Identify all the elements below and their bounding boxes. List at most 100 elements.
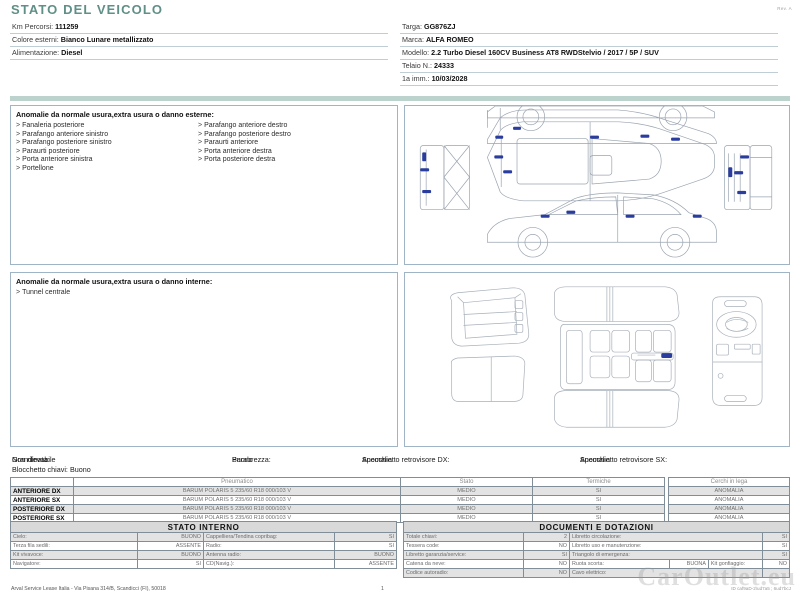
documenti-title: DOCUMENTI E DOTAZIONI [403,521,790,532]
field-value: BUONO [334,550,397,560]
field-value: SI [522,550,570,560]
field-value: ASSENTE [334,559,397,569]
field-label: Triangolo di emergenza: [568,550,763,560]
field-label: Codice autoradio: [403,568,524,578]
field-label: Catena da neve: [403,559,524,569]
fuel-row: Alimentazione: Diesel [10,47,388,60]
bullet-icon: > [198,147,203,155]
table-row: ANOMALIA [668,504,790,514]
parabrezza-value: Buono [232,455,253,464]
table-row: ANTERIORE DX BARUM POLARIS 5 235/60 R18 … [10,486,666,496]
tyre-state: MEDIO [399,495,533,505]
key-block-label: Blocchetto chiavi: [12,465,68,474]
list-item-label: Portellone [22,164,54,172]
list-item-label: Porta anteriore sinistra [22,156,93,164]
table-row: Totale chiavi: 2 Libretto circolazione: … [403,532,791,542]
list-item: > Parafango posteriore sinistro [16,139,198,148]
plate-row: Targa: GG876ZJ [400,21,778,34]
status-strip: Grandinata: Non rilevabile Parabrezza: B… [10,455,790,475]
first-registration-value: 10/03/2028 [431,74,468,83]
model-row: Modello: 2.2 Turbo Diesel 160CV Business… [400,47,778,60]
footer-company: Arval Service Lease Italia - Via Pisana … [11,586,166,592]
km-row: Km Percorsi: 111259 [10,21,388,34]
table-row: Kit vivavoce: BUONO Antenna radio: BUONO [9,550,397,560]
km-value: 111259 [55,22,79,31]
stato-interno-panel: STATO INTERNO Cielo: BUONO Cappelliera/T… [9,521,397,578]
list-item: > Porta anteriore destra [198,148,380,157]
mirror-right-label: Specchietto retrovisore DX: [362,455,450,464]
documenti-dotazioni-panel: DOCUMENTI E DOTAZIONI Totale chiavi: 2 L… [403,521,791,578]
table-row: Terza fila sedili: ASSENTE Radio: SI [9,541,397,551]
field-label: CD(Navig.): [202,559,336,569]
field-label: Totale chiavi: [403,532,524,542]
list-item: > Parafango posteriore destro [198,131,380,140]
bullet-icon: > [16,156,21,164]
color-row: Colore esterni: Bianco Lunare metallizza… [10,34,388,47]
field-value: SI [334,541,397,551]
stato-interno-table: Cielo: BUONO Cappelliera/Tendina copriba… [9,532,397,569]
mirror-right-value: Anomalia [362,455,392,464]
model-label: Modello: [402,48,430,57]
brand-row: Marca: ALFA ROMEO [400,34,778,47]
list-item: > Porta anteriore sinistra [16,156,198,165]
table-header-row: Pneumatico Stato Termiche [10,477,666,487]
external-damage-column-left: > Fanaleria posteriore > Parafango anterio… [16,122,198,174]
bullet-icon: > [16,122,21,129]
vehicle-exterior-diagram [404,105,790,265]
bullet-icon: > [198,122,203,129]
alloy-state: ANOMALIA [668,504,790,514]
km-label: Km Percorsi: [12,22,54,31]
list-item-label: Parafango anteriore destro [204,122,288,129]
field-label: Kit vivavoce: [9,550,139,560]
section-divider-bar [10,96,790,101]
alloy-state: ANOMALIA [668,486,790,496]
mirror-left-label: Specchietto retrovisore SX: [580,455,668,464]
field-label: Cappelliera/Tendina copribag: [202,532,336,542]
col-termiche: Termiche [531,477,666,487]
vehicle-header: Km Percorsi: 111259 Colore esterni: Bian… [10,21,790,86]
list-item: > Portellone [16,165,198,174]
field-value: BUONA [669,559,709,569]
tyre-position: POSTERIORE DX [10,504,74,514]
fuel-value: Diesel [61,48,83,57]
chassis-row: Telaio N.: 24333 [400,60,778,73]
table-row: Tessera code: NO Libretto uso e manutenz… [403,541,791,551]
field-label: Antenna radio: [202,550,336,560]
table-row: Codice autoradio: NO Cavo elettrico: [403,568,791,578]
key-block-value: Buono [69,465,91,474]
field-label: Tessera code: [403,541,524,551]
field-label: Kit gonfiaggio: [707,559,763,569]
field-value: SI [761,532,791,542]
parabrezza-label: Parabrezza: [232,455,271,464]
field-value: SI [761,541,791,551]
list-item-label: Fanaleria posteriore [22,122,85,129]
list-item: > Paraurti anteriore [198,139,380,148]
mirror-left-value: Anomalia [580,455,610,464]
vehicle-interior-diagram [404,272,790,447]
field-value: BUONO [137,532,204,542]
page-number: 1 [381,586,384,592]
col-stato: Stato [399,477,533,487]
list-item-label: Parafango anteriore sinistro [22,130,109,138]
plate-label: Targa: [402,22,422,31]
field-label: Terza fila sedili: [9,541,139,551]
internal-damage-column: > Tunnel centrale [16,289,198,298]
field-value: 2 [522,532,570,542]
list-item: > Paraurti posteriore [16,148,198,157]
brand-label: Marca: [402,35,424,44]
bottom-tables: STATO INTERNO Cielo: BUONO Cappelliera/T… [9,521,791,578]
external-damage-title: Anomalie da normale usura,extra usura o … [16,110,214,119]
col-cerchi: Cerchi in lega [668,477,790,487]
list-item-label: Porta anteriore destra [204,147,272,155]
color-value: Bianco Lunare metallizzato [60,35,154,44]
bullet-icon: > [198,130,203,138]
list-item-label: Parafango posteriore sinistro [22,139,112,147]
field-value: SI [761,550,791,560]
fuel-label: Alimentazione: [12,48,60,57]
table-row: POSTERIORE DX BARUM POLARIS 5 235/60 R18… [10,504,666,514]
field-value [761,568,791,578]
bullet-icon: > [16,289,21,296]
plate-value: GG876ZJ [423,22,456,31]
tyre-table-wrap: Pneumatico Stato Termiche ANTERIORE DX B… [10,477,790,523]
